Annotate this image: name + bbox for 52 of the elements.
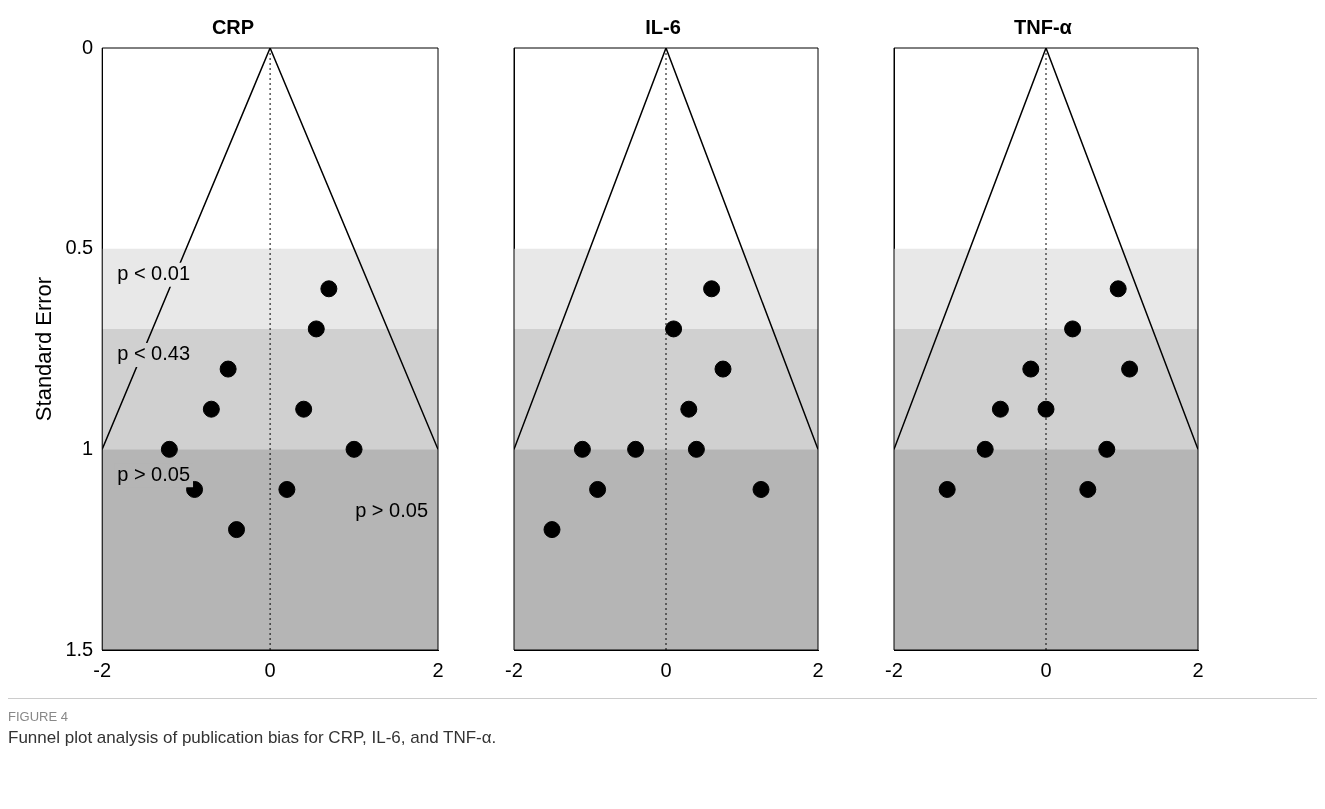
point [752,480,770,498]
text: Funnel plot analysis of publication bias for CRP, IL-6, and TNF-α. [8,728,498,748]
x-tick-label: 0 [660,658,672,681]
point [295,400,313,418]
point [1121,360,1139,378]
point [573,440,591,458]
point [543,521,561,539]
point [687,440,705,458]
band-label: p < 0.43 [117,342,191,365]
chart-title: IL-6 [645,15,681,38]
point [1079,480,1097,498]
point [160,440,178,458]
y-tick-label: 0 [82,35,94,58]
chart-title: TNF-α [1014,15,1073,38]
point [1064,320,1082,338]
point [976,440,994,458]
point [1109,280,1127,298]
chart-title: CRP [211,15,255,38]
x-tick-label: -2 [93,658,112,681]
point [1098,440,1116,458]
x-tick-label: 0 [1040,658,1052,681]
point [307,320,325,338]
point [589,480,607,498]
x-tick-label: 2 [812,658,824,681]
x-tick-label: 2 [1192,658,1204,681]
point [320,280,338,298]
point [219,360,237,378]
point [202,400,220,418]
x-tick-label: -2 [885,658,903,681]
point [1022,360,1040,378]
y-tick-label: 0.5 [65,236,94,259]
point [278,480,296,498]
caption: FIGURE 4 [8,709,69,724]
x-tick-label: -2 [505,658,523,681]
point [714,360,732,378]
point [228,521,246,539]
point [1037,400,1055,418]
y-tick-label: 1 [82,436,94,459]
annotation: p > 0.05 [355,499,428,522]
point [665,320,683,338]
point [345,440,363,458]
point [938,480,956,498]
point [991,400,1009,418]
band-label: p > 0.05 [117,462,191,485]
x-tick-label: 2 [432,658,444,681]
band-label: p < 0.01 [117,262,191,285]
point [680,400,698,418]
y-axis-title: Standard Error [31,276,57,422]
y-tick-label: 1.5 [65,637,94,660]
point [627,440,645,458]
point [703,280,721,298]
x-tick-label: 0 [264,658,276,681]
